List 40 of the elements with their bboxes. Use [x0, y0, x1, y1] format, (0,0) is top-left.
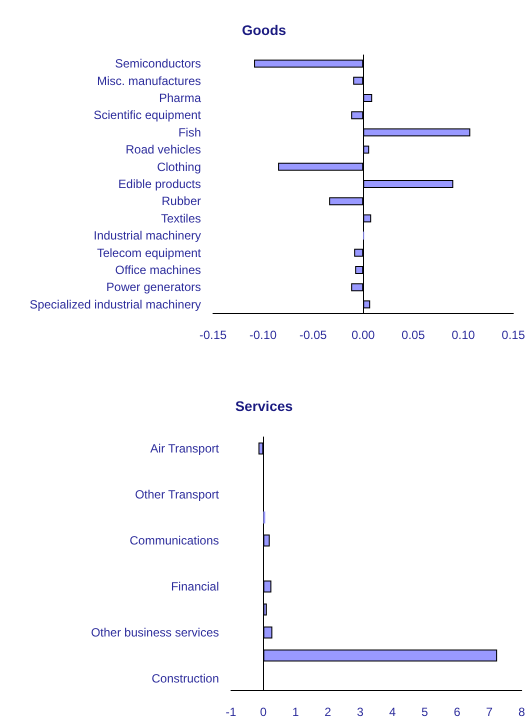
x-tick-label: -0.15 [199, 328, 227, 342]
x-tick-label: 3 [356, 705, 364, 719]
y-tick-label: Other Transport [134, 488, 220, 502]
x-tick-label: 0.10 [452, 328, 476, 342]
x-tick-label: 1 [292, 705, 300, 719]
y-tick-label: Road vehicles [126, 142, 201, 157]
x-tick-label: 2 [324, 705, 332, 719]
y-tick-label: Construction [152, 672, 219, 686]
x-tick-label: -0.05 [299, 328, 328, 342]
y-tick-label: Semiconductors [114, 56, 201, 71]
y-tick-label: Edible products [118, 177, 201, 191]
y-tick-label: Specialized industrial machinery [30, 297, 201, 312]
y-tick-label: Telecom equipment [96, 246, 202, 260]
y-tick-label: Industrial machinery [94, 228, 201, 243]
y-tick-label: Financial [170, 580, 219, 594]
x-tick-label: 0.15 [502, 328, 526, 342]
y-tick-label: Clothing [156, 160, 201, 174]
y-tick-label: Other business services [90, 626, 219, 640]
x-tick-label: 7 [486, 705, 494, 719]
y-tick-label: Power generators [106, 280, 201, 294]
chart-title: Services [235, 398, 294, 414]
y-tick-label: Misc. manufactures [96, 74, 201, 88]
x-tick-label: 0.05 [402, 328, 426, 342]
x-tick-label: 0 [260, 705, 267, 719]
y-tick-label: Communications [130, 534, 219, 548]
x-tick-label: 0.00 [351, 328, 376, 342]
x-tick-label: 6 [454, 705, 461, 719]
y-tick-label: Air Transport [150, 442, 220, 456]
y-tick-label: Scientific equipment [94, 108, 202, 122]
x-tick-label: 5 [421, 705, 428, 719]
y-tick-label: Fish [178, 125, 201, 140]
x-tick-label: 8 [518, 705, 526, 719]
x-tick-label: 4 [389, 705, 396, 719]
x-tick-label: -1 [226, 705, 237, 719]
chart-title: Goods [242, 22, 286, 38]
y-tick-label: Pharma [158, 91, 202, 105]
y-tick-label: Textiles [160, 211, 201, 226]
x-tick-label: -0.10 [249, 328, 278, 342]
y-tick-label: Rubber [162, 194, 201, 208]
y-tick-label: Office machines [115, 263, 201, 277]
